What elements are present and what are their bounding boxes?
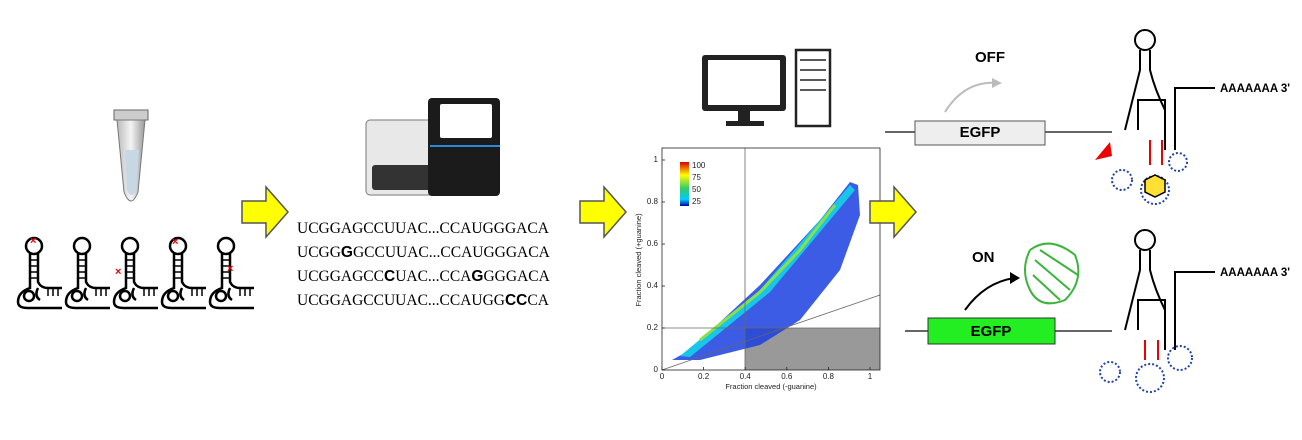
sequencer [365,98,500,196]
tail-label: AAAAAAA 3' [1220,83,1290,95]
sequence-part: UCGGAGCC [297,268,384,285]
tube [113,109,149,202]
sequence: UCGGAGCCUUAC...CCAUGGCCCA [297,292,550,310]
sequence-part: UCGGAGCCUUAC...CCAUGGGACA [297,220,550,237]
cleavage-mark [1095,142,1112,160]
colorbar-label: 25 [692,197,701,206]
density-core [680,185,855,357]
x-axis-label: Fraction cleaved (-guanine) [725,382,817,391]
sequence-part: UCGG [297,244,341,261]
tail-label: AAAAAAA 3' [1220,267,1290,279]
colorbar-label: 75 [692,173,701,182]
sequence-part: UAC...CCA [395,268,472,285]
sequence: UCGGGGCCUUAC...CCAUGGGACA [297,244,551,262]
gfp-protein [1024,242,1080,305]
sequence-part: G [341,244,353,261]
colorbar-label: 100 [692,161,706,170]
colorbar [680,162,689,206]
x-tick-label: 1 [868,372,873,381]
y-tick-label: 1 [654,155,659,164]
x-tick-label: 0.4 [740,372,752,381]
x-tick-label: 0.2 [698,372,710,381]
hairpin [18,238,62,308]
sequence: UCGGAGCCUUAC...CCAUGGGACA [297,220,550,237]
arrow [870,187,916,237]
arrow [580,187,626,237]
off-state: OFF EGFP AAAAAAA 3' [885,29,1290,205]
hairpin [66,238,110,308]
sequence-part: CA [527,292,549,309]
y-tick-label: 0.2 [647,323,659,332]
gene-label: EGFP [971,323,1012,340]
on-state: ON EGFP AAAAAAA 3' [905,229,1290,393]
hairpins: × × × × [18,235,254,308]
gene-box [927,317,1056,345]
mutation: × [115,266,121,278]
sequence: UCGGAGCCCUAC...CCAGGGGACA [297,268,551,286]
plot-frame [661,147,881,371]
hairpin [162,238,206,308]
y-tick-label: 0.6 [647,239,659,248]
x-tick-label: 0 [660,372,665,381]
sequence-part: GGGACA [483,268,550,285]
gene-label: EGFP [960,124,1001,141]
mutation: × [172,236,178,248]
x-tick-label: 0.8 [823,372,835,381]
arrow [242,187,288,237]
sequence-part: CC [505,292,527,309]
scatter-plot: 0 0.2 0.4 0.6 0.8 1 0 0.2 0.4 0.6 0.8 1 Fraction cle… [634,147,881,391]
arrow-head [992,78,1002,88]
threshold-line [661,294,881,371]
y-tick-label: 0.4 [647,281,659,290]
gene-box [914,120,1046,146]
computer [702,48,832,128]
mutation: × [227,263,233,275]
colorbar-label: 50 [692,185,701,194]
x-tick-label: 0.6 [781,372,793,381]
y-tick-label: 0 [654,365,659,374]
sequence-part: G [471,268,483,285]
sequence-part: GCCUUAC...CCAUGGGACA [353,244,551,261]
sequences: UCGGAGCCUUAC...CCAUGGGACAUCGGGGCCUUAC...… [297,220,551,310]
mutation: × [30,235,36,247]
sequence-part: UCGGAGCCUUAC...CCAUGG [297,292,505,309]
y-tick-label: 0.8 [647,197,659,206]
sequence-part: C [384,268,395,285]
arrow-head [1010,272,1020,284]
curved-arrow [944,81,999,113]
on-label: ON [972,249,995,266]
density-peak [699,204,837,342]
curved-arrow [964,277,1016,311]
y-axis-label: Fraction cleaved (+guanine) [634,213,643,307]
off-label: OFF [975,49,1005,66]
